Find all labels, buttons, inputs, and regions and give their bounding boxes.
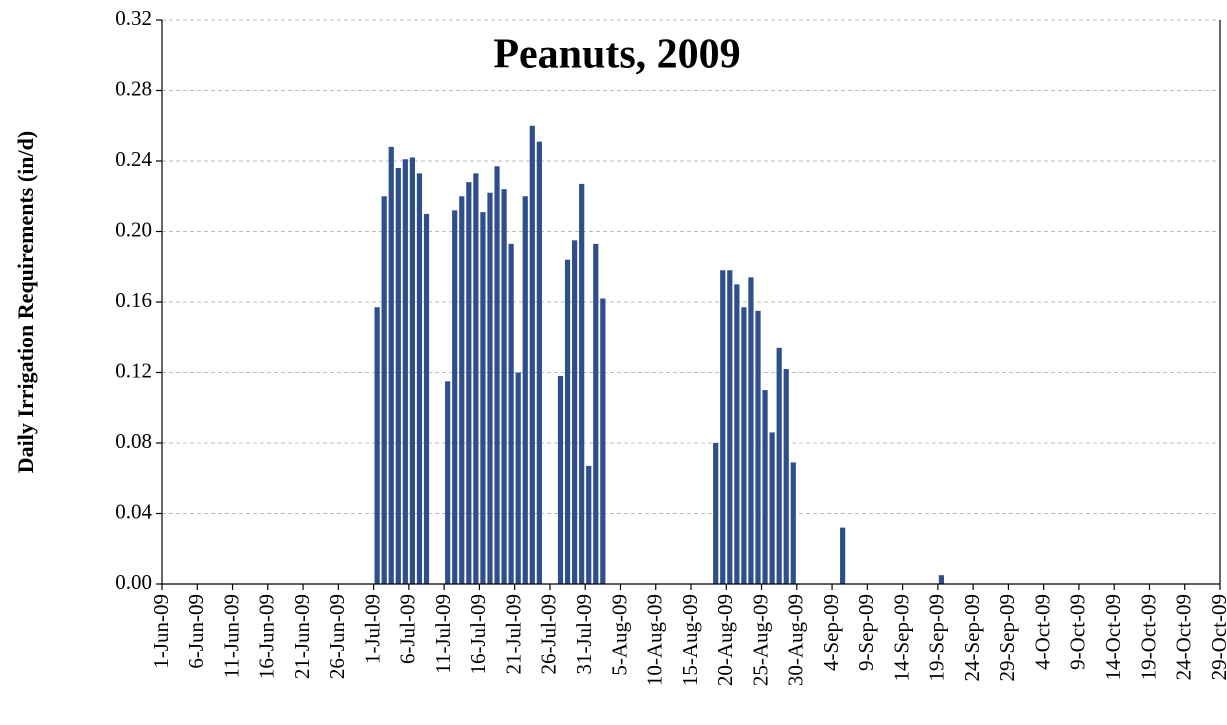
x-tick-label: 16-Jul-09 xyxy=(466,594,490,675)
x-tick-label: 26-Jul-09 xyxy=(537,594,561,675)
y-tick-label: 0.20 xyxy=(115,217,152,241)
y-tick-label: 0.24 xyxy=(115,147,152,171)
bar xyxy=(769,432,775,584)
x-tick-label: 25-Aug-09 xyxy=(748,594,772,686)
bar xyxy=(480,212,486,585)
bar xyxy=(416,173,423,584)
bar xyxy=(713,443,719,584)
y-tick-label: 0.28 xyxy=(115,76,152,100)
bar xyxy=(790,462,796,584)
bar xyxy=(381,196,387,584)
bar xyxy=(600,298,606,584)
x-tick-label: 20-Aug-09 xyxy=(713,594,737,686)
bar xyxy=(388,146,394,584)
bar xyxy=(402,159,408,585)
bar xyxy=(395,168,401,585)
x-tick-label: 16-Jun-09 xyxy=(255,594,279,679)
x-tick-label: 4-Sep-09 xyxy=(819,594,843,671)
bar xyxy=(579,183,585,584)
x-tick-label: 9-Oct-09 xyxy=(1066,594,1090,670)
y-tick-label: 0.32 xyxy=(115,6,152,30)
bar xyxy=(840,527,846,584)
x-tick-label: 26-Jun-09 xyxy=(325,594,349,679)
x-tick-label: 6-Jun-09 xyxy=(184,594,208,669)
x-tick-label: 29-Oct-09 xyxy=(1207,594,1227,680)
x-tick-label: 5-Aug-09 xyxy=(607,594,631,676)
bar xyxy=(734,284,740,584)
bar xyxy=(762,390,768,584)
bar xyxy=(593,243,599,584)
bar xyxy=(727,270,733,584)
bar xyxy=(445,381,451,584)
x-tick-label: 31-Jul-09 xyxy=(572,594,596,675)
x-tick-label: 29-Sep-09 xyxy=(995,594,1019,682)
x-tick-label: 1-Jul-09 xyxy=(360,594,384,664)
y-tick-label: 0.04 xyxy=(115,499,152,523)
bar xyxy=(536,141,542,585)
bar xyxy=(487,192,493,584)
bar xyxy=(522,196,528,584)
x-tick-label: 9-Sep-09 xyxy=(854,594,878,671)
bar xyxy=(572,240,578,584)
x-tick-label: 30-Aug-09 xyxy=(784,594,808,686)
bar xyxy=(473,173,479,584)
bar xyxy=(494,166,500,584)
bar xyxy=(501,189,507,584)
bar xyxy=(586,465,592,584)
bar xyxy=(515,372,521,584)
chart-title: Peanuts, 2009 xyxy=(493,32,740,78)
bar xyxy=(409,157,415,584)
y-tick-label: 0.00 xyxy=(115,570,152,594)
x-tick-label: 21-Jun-09 xyxy=(290,594,314,679)
x-tick-label: 1-Jun-09 xyxy=(149,594,173,669)
bar xyxy=(741,307,747,584)
y-axis-label: Daily Irrigation Requirements (in/d) xyxy=(13,131,38,473)
bar xyxy=(374,307,380,584)
x-tick-label: 24-Sep-09 xyxy=(960,594,984,682)
bar xyxy=(720,270,726,584)
x-tick-label: 6-Jul-09 xyxy=(396,594,420,664)
bar xyxy=(938,575,944,584)
x-tick-label: 4-Oct-09 xyxy=(1030,594,1054,670)
y-tick-label: 0.12 xyxy=(115,358,152,382)
bar xyxy=(776,347,782,584)
bar xyxy=(423,213,430,584)
bar xyxy=(459,196,465,584)
bar xyxy=(529,125,535,584)
bar xyxy=(755,310,761,584)
bar xyxy=(748,277,754,584)
bar xyxy=(557,376,564,584)
x-tick-label: 11-Jul-09 xyxy=(431,594,455,674)
y-tick-label: 0.08 xyxy=(115,429,152,453)
x-tick-label: 21-Jul-09 xyxy=(501,594,525,675)
bar xyxy=(452,210,458,584)
x-tick-label: 19-Oct-09 xyxy=(1136,594,1160,680)
x-tick-label: 15-Aug-09 xyxy=(678,594,702,686)
bar xyxy=(783,368,789,584)
x-tick-label: 14-Oct-09 xyxy=(1101,594,1125,680)
x-tick-label: 10-Aug-09 xyxy=(643,594,667,686)
bar xyxy=(564,259,571,584)
x-tick-label: 14-Sep-09 xyxy=(889,594,913,682)
x-tick-label: 11-Jun-09 xyxy=(219,594,243,678)
x-tick-label: 19-Sep-09 xyxy=(925,594,949,682)
bar xyxy=(466,182,472,584)
x-tick-label: 24-Oct-09 xyxy=(1172,594,1196,680)
y-tick-label: 0.16 xyxy=(115,288,152,312)
bar xyxy=(508,243,514,584)
